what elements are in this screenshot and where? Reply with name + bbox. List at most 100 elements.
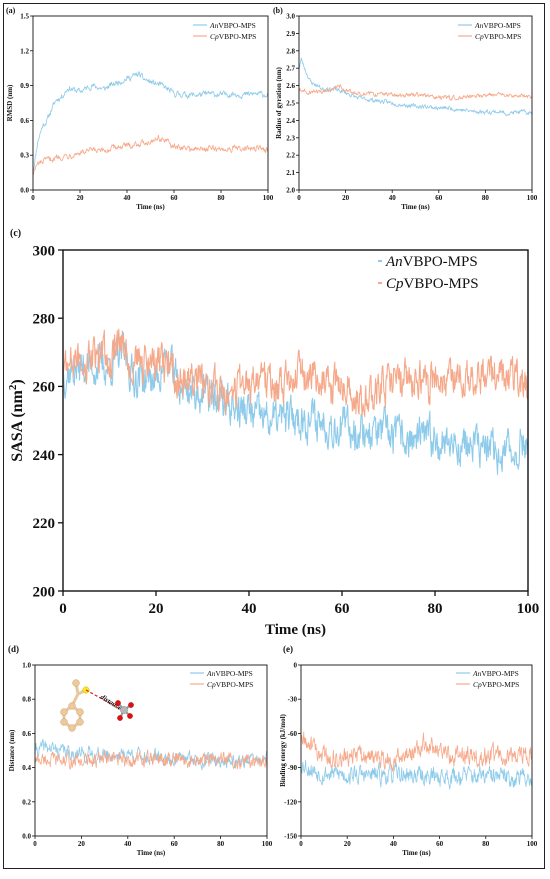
y-tick-label: 2.8 bbox=[286, 47, 295, 55]
series-line-cp bbox=[300, 731, 533, 772]
x-tick-label: 40 bbox=[389, 194, 397, 202]
y-tick-label: 0.6 bbox=[20, 117, 29, 125]
y-tick-label: 2.0 bbox=[286, 186, 295, 194]
y-tick-label: 0.9 bbox=[20, 82, 29, 90]
x-tick-label: 20 bbox=[344, 840, 352, 848]
x-tick-label: 80 bbox=[482, 840, 490, 848]
x-tick-label: 100 bbox=[527, 840, 538, 848]
series-line-an bbox=[32, 71, 269, 174]
legend-organism-prefix: An bbox=[209, 21, 219, 30]
series-line-cp bbox=[32, 134, 269, 175]
x-tick-label: 100 bbox=[263, 194, 274, 202]
y-tick-label: 2.5 bbox=[286, 99, 295, 107]
series-line-cp bbox=[34, 749, 268, 770]
x-axis-label: Time (ns) bbox=[136, 203, 165, 211]
y-axis-label: Distance (nm) bbox=[8, 729, 16, 771]
y-axis-label: SASA (nm2) bbox=[7, 379, 26, 461]
y-tick-label: 2.1 bbox=[286, 169, 295, 177]
x-tick-label: 80 bbox=[482, 194, 490, 202]
plot-area-border bbox=[62, 249, 529, 592]
y-axis-label: RMSD (nm) bbox=[6, 84, 14, 121]
x-axis-label: Time (ns) bbox=[402, 849, 431, 857]
y-tick-label: 0.0 bbox=[22, 832, 31, 840]
panel-label: (c) bbox=[10, 228, 21, 239]
y-tick-label: 1.5 bbox=[20, 12, 29, 20]
y-tick-label: -120 bbox=[284, 798, 297, 806]
x-tick-label: 0 bbox=[33, 840, 37, 848]
y-axis-label: Radius of gyration (nm) bbox=[275, 66, 283, 138]
y-tick-label: 0.8 bbox=[22, 696, 31, 704]
y-tick-label: -60 bbox=[288, 730, 298, 738]
x-tick-label: 40 bbox=[242, 601, 257, 617]
legend-organism-prefix: Cp bbox=[386, 276, 404, 292]
series-line-cp bbox=[62, 328, 529, 418]
panel-label: (d) bbox=[8, 644, 19, 654]
x-tick-label: 100 bbox=[262, 840, 273, 848]
y-tick-label: 1.0 bbox=[22, 661, 31, 669]
x-tick-label: 80 bbox=[218, 194, 226, 202]
y-tick-label: 1.2 bbox=[20, 47, 29, 55]
x-tick-label: 80 bbox=[428, 601, 443, 617]
chart-panel-c: 0 20 40 60 80 100 200 220 240 260 280 300 Time (ns) S… bbox=[7, 228, 539, 638]
y-tick-label: 2.3 bbox=[286, 134, 295, 142]
legend-label-cp: CpVBPO-MPS bbox=[475, 32, 521, 41]
legend-label-cp: CpVBPO-MPS bbox=[473, 680, 519, 689]
legend-organism-prefix: An bbox=[385, 254, 403, 270]
legend-organism-prefix: An bbox=[472, 669, 482, 678]
chart-panel-b: 0 20 40 60 80 100 2.0 2.1 2.2 2.3 2.4 2.5 2.6 2.7 2.8 2… bbox=[273, 6, 538, 211]
oxygen-atom bbox=[115, 700, 121, 706]
legend-protein-suffix: VBPO-MPS bbox=[218, 21, 256, 30]
y-tick-label: 2.6 bbox=[286, 82, 295, 90]
x-tick-label: 20 bbox=[149, 601, 164, 617]
y-tick-label: 260 bbox=[33, 380, 56, 396]
y-axis-label: Binding energy (kJ/mol) bbox=[279, 713, 287, 786]
legend-protein-suffix: VBPO-MPS bbox=[216, 680, 254, 689]
carbon-atom bbox=[76, 718, 84, 726]
oxygen-atom bbox=[117, 715, 123, 721]
x-tick-label: 80 bbox=[217, 840, 225, 848]
x-tick-label: 0 bbox=[31, 194, 35, 202]
plot-area-border bbox=[32, 15, 269, 191]
y-tick-label: 0.2 bbox=[22, 798, 31, 806]
y-axis-label-superscript: 2 bbox=[7, 384, 19, 390]
carbon-atom bbox=[68, 702, 76, 710]
legend-protein-suffix: VBPO-MPS bbox=[483, 21, 521, 30]
chart-panel-d: 0 20 40 60 80 100 0.0 0.2 0.4 0.6 0.8 1.0 Time (ns) D… bbox=[8, 644, 273, 857]
x-tick-label: 60 bbox=[335, 601, 350, 617]
carbon-atom bbox=[72, 679, 80, 687]
y-axis-label-close: ) bbox=[9, 379, 26, 384]
oxygen-atom bbox=[128, 702, 134, 708]
x-tick-label: 40 bbox=[390, 840, 398, 848]
x-tick-label: 20 bbox=[78, 840, 86, 848]
legend-protein-suffix: VBPO-MPS bbox=[484, 32, 522, 41]
y-tick-label: 2.4 bbox=[286, 117, 295, 125]
y-tick-label: 280 bbox=[33, 311, 56, 327]
legend-label-an: AnVBPO-MPS bbox=[472, 669, 519, 678]
carbon-atom bbox=[60, 708, 68, 716]
x-tick-label: 0 bbox=[297, 194, 301, 202]
x-tick-label: 40 bbox=[124, 194, 132, 202]
series-line-cp bbox=[298, 84, 533, 101]
legend-organism-prefix: Cp bbox=[210, 32, 219, 41]
legend-label-cp: CpVBPO-MPS bbox=[386, 276, 479, 292]
molecule-inset: distance bbox=[60, 679, 134, 732]
x-tick-label: 0 bbox=[59, 601, 67, 617]
legend-protein-suffix: VBPO-MPS bbox=[403, 254, 478, 270]
panel-label: (e) bbox=[283, 644, 293, 654]
carbon-atom bbox=[60, 718, 68, 726]
x-tick-label: 20 bbox=[342, 194, 350, 202]
x-tick-label: 40 bbox=[124, 840, 132, 848]
x-tick-label: 60 bbox=[171, 840, 179, 848]
y-tick-label: 0.6 bbox=[22, 730, 31, 738]
legend-organism-prefix: Cp bbox=[475, 32, 484, 41]
x-tick-label: 100 bbox=[517, 601, 540, 617]
legend-label-an: AnVBPO-MPS bbox=[474, 21, 521, 30]
legend-organism-prefix: An bbox=[474, 21, 484, 30]
y-tick-label: 2.9 bbox=[286, 30, 295, 38]
legend-protein-suffix: VBPO-MPS bbox=[481, 669, 519, 678]
legend-protein-suffix: VBPO-MPS bbox=[215, 669, 253, 678]
carbon-atom bbox=[68, 724, 76, 732]
x-tick-label: 60 bbox=[436, 840, 444, 848]
carbon-atom bbox=[76, 708, 84, 716]
